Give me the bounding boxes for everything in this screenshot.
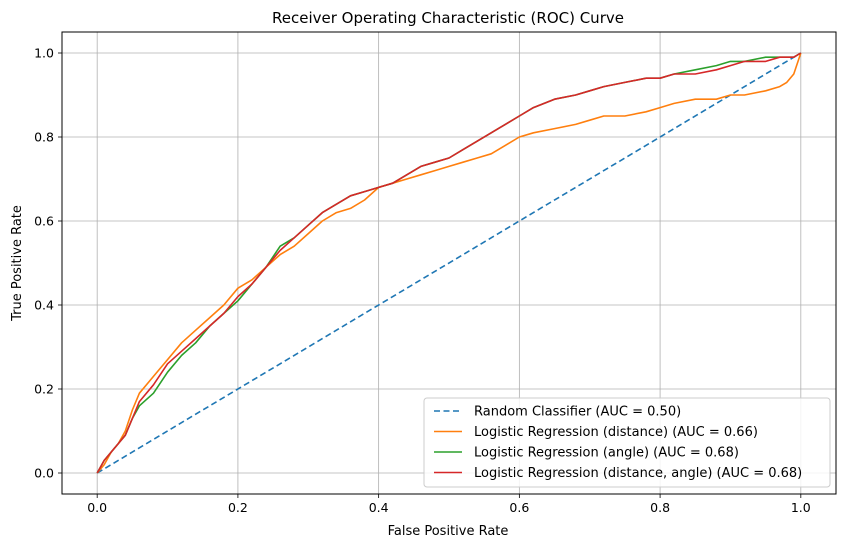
y-tick-label: 0.6 bbox=[34, 214, 54, 229]
y-axis-label: True Positive Rate bbox=[10, 205, 25, 322]
y-tick-label: 1.0 bbox=[34, 46, 54, 61]
x-axis-label: False Positive Rate bbox=[388, 524, 509, 539]
legend-box bbox=[423, 397, 831, 488]
series-layer bbox=[96, 52, 802, 474]
x-tick-label: 0.2 bbox=[228, 500, 248, 515]
series-line-3 bbox=[96, 52, 802, 474]
x-axis: 0.0 0.2 0.4 0.6 0.8 1.0 bbox=[87, 494, 811, 515]
chart-title: Receiver Operating Characteristic (ROC) … bbox=[272, 9, 624, 27]
x-tick-label: 0.4 bbox=[369, 500, 389, 515]
legend-label: Logistic Regression (distance, angle) (A… bbox=[474, 466, 802, 481]
plot-frame bbox=[61, 31, 837, 495]
legend-label: Random Classifier (AUC = 0.50) bbox=[474, 405, 681, 420]
y-tick-label: 0.4 bbox=[34, 298, 54, 313]
y-tick-label: 0.8 bbox=[34, 130, 54, 145]
legend-label: Logistic Regression (angle) (AUC = 0.68) bbox=[474, 446, 739, 461]
legend: Random Classifier (AUC = 0.50) Logistic R… bbox=[423, 397, 831, 488]
series-line-0 bbox=[96, 52, 802, 474]
x-tick-label: 0.8 bbox=[650, 500, 670, 515]
x-tick-label: 0.0 bbox=[87, 500, 107, 515]
legend-label: Logistic Regression (distance) (AUC = 0.… bbox=[474, 425, 758, 440]
y-tick-label: 0.2 bbox=[34, 382, 54, 397]
x-tick-label: 0.6 bbox=[509, 500, 529, 515]
y-tick-label: 0.0 bbox=[34, 466, 54, 481]
x-tick-label: 1.0 bbox=[791, 500, 811, 515]
y-axis: 0.0 0.2 0.4 0.6 0.8 1.0 bbox=[34, 46, 62, 481]
series-line-1 bbox=[96, 52, 802, 474]
